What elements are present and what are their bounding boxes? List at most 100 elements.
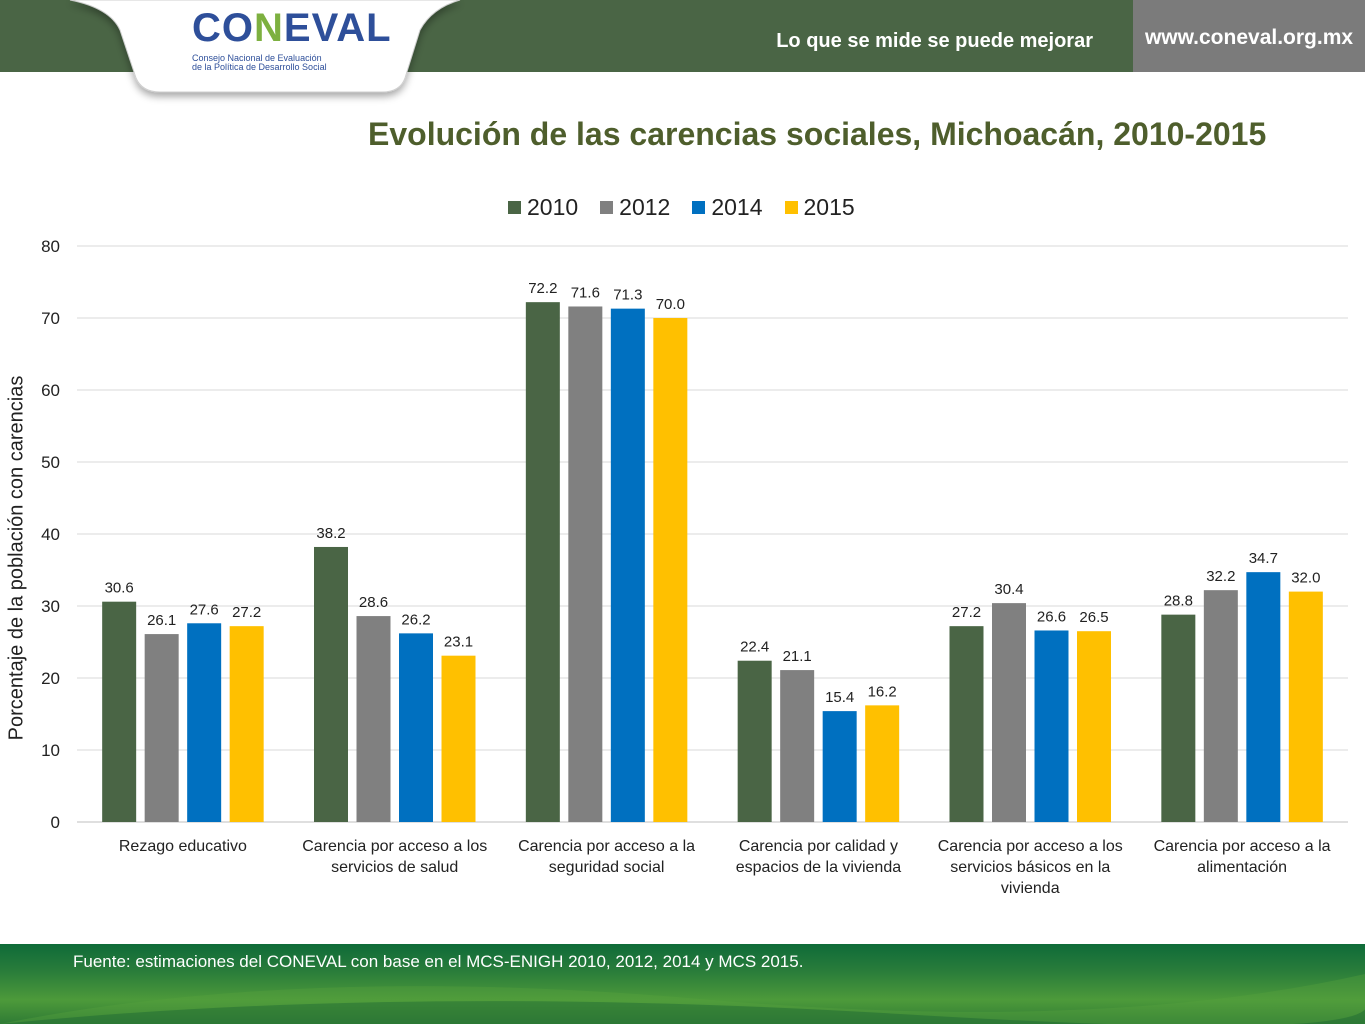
data-label: 28.6 — [359, 594, 388, 611]
footer-swoosh — [0, 974, 1365, 1024]
category-label-line: vivienda — [1001, 880, 1060, 897]
category-label-line: Carencia por acceso a los — [938, 838, 1123, 855]
data-label: 26.1 — [147, 612, 176, 629]
bar-2012 — [1203, 590, 1238, 822]
category-label-line: espacios de la vivienda — [736, 859, 902, 876]
legend-swatch — [600, 201, 614, 214]
y-tick-label: 50 — [41, 453, 60, 472]
y-tick-label: 40 — [41, 525, 60, 544]
data-label: 71.3 — [613, 287, 642, 304]
bar-2014 — [187, 623, 222, 822]
category-label: Rezago educativo — [119, 838, 247, 855]
category-label-line: seguridad social — [549, 859, 665, 876]
data-label: 21.1 — [783, 648, 812, 665]
chart-legend: 2010 2012 2014 2015 — [508, 194, 877, 224]
data-label: 30.6 — [105, 580, 134, 597]
logo-subtitle-line-1: Consejo Nacional de Evaluación — [192, 53, 322, 63]
footer-bar: Fuente: estimaciones del CONEVAL con bas… — [0, 944, 1365, 1024]
data-label: 27.2 — [952, 604, 981, 621]
category-label: Carencia por acceso a la alimentación — [1154, 838, 1331, 876]
category-label-line: servicios de salud — [331, 859, 458, 876]
category-label-line: Carencia por acceso a la — [1154, 838, 1331, 855]
bar-2012 — [144, 634, 179, 822]
category-label: Carencia por acceso a la seguridad social — [518, 838, 695, 876]
data-label: 22.4 — [740, 639, 769, 656]
data-label: 26.6 — [1037, 608, 1066, 625]
data-label: 38.2 — [316, 525, 345, 542]
y-tick-label: 30 — [41, 597, 60, 616]
category-label-line: Rezago educativo — [119, 838, 247, 855]
bar-2014 — [822, 711, 857, 822]
y-tick-label: 80 — [41, 237, 60, 256]
data-label: 71.6 — [571, 284, 600, 301]
category-label: Carencia por acceso a los servicios básic… — [938, 838, 1123, 897]
coneval-logo[interactable]: CONEVAL — [192, 6, 392, 50]
legend-swatch — [508, 201, 521, 214]
bar-2010 — [102, 601, 137, 822]
y-tick-label: 20 — [41, 669, 60, 688]
bar-2015 — [441, 655, 476, 822]
y-tick-label: 70 — [41, 309, 60, 328]
bar-2015 — [229, 626, 264, 822]
data-label: 26.2 — [401, 611, 430, 628]
bar-2015 — [653, 318, 688, 822]
bar-chart: 0 10 20 30 40 50 60 70 80 30.6 26.1 27.6 27.2 Rezago … — [41, 237, 1348, 897]
legend-item-2015: 2015 — [784, 194, 855, 221]
bar-2014 — [1246, 572, 1281, 822]
data-label: 27.2 — [232, 604, 261, 621]
bar-2015 — [1288, 591, 1323, 822]
y-tick-label: 60 — [41, 381, 60, 400]
legend-label: 2014 — [711, 194, 763, 220]
website-url[interactable]: www.coneval.org.mx — [1144, 26, 1354, 49]
chart-title: Evolución de las carencias sociales, Mic… — [368, 116, 1267, 152]
bar-2010 — [314, 546, 348, 822]
slogan: Lo que se mide se puede mejorar — [776, 30, 1093, 52]
category-label-line: servicios básicos en la — [950, 859, 1110, 876]
bar-2010 — [737, 660, 772, 822]
y-tick-label: 0 — [51, 813, 60, 832]
bar-2014 — [399, 633, 433, 822]
legend-item-2014: 2014 — [692, 194, 763, 221]
category-label-line: Carencia por acceso a la — [518, 838, 695, 855]
y-tick-label: 10 — [41, 741, 60, 760]
bar-2012 — [568, 306, 603, 823]
bar-2015 — [1077, 631, 1111, 822]
data-label: 26.5 — [1079, 609, 1108, 626]
data-label: 27.6 — [190, 601, 219, 618]
url-box: www.coneval.org.mx — [1133, 0, 1365, 72]
data-label: 34.7 — [1249, 550, 1278, 567]
data-label: 32.0 — [1291, 570, 1320, 587]
legend-swatch — [692, 201, 706, 214]
legend-label: 2010 — [527, 194, 579, 220]
data-label: 16.2 — [868, 683, 897, 700]
bar-2012 — [992, 603, 1026, 822]
data-label: 15.4 — [825, 689, 854, 706]
legend-item-2010: 2010 — [508, 194, 578, 221]
data-label: 32.2 — [1206, 568, 1235, 585]
category-label: Carencia por calidad y espacios de la viv… — [736, 838, 902, 876]
category-label-line: alimentación — [1197, 859, 1287, 876]
data-label: 72.2 — [528, 280, 557, 297]
category-label-line: Carencia por calidad y — [739, 838, 898, 855]
bar-2015 — [865, 705, 900, 822]
logo-subtitle-line-2: de la Política de Desarrollo Social — [192, 62, 327, 72]
data-label: 28.8 — [1164, 593, 1193, 610]
bar-2010 — [525, 302, 560, 822]
data-label: 70.0 — [656, 296, 685, 313]
bar-2014 — [610, 308, 645, 822]
category-label: Carencia por acceso a los servicios de sa… — [302, 838, 487, 876]
bar-2014 — [1034, 630, 1069, 822]
legend-label: 2015 — [803, 194, 855, 220]
source-note: Fuente: estimaciones del CONEVAL con bas… — [73, 952, 804, 971]
bar-2010 — [1161, 614, 1196, 822]
bar-2012 — [780, 670, 815, 822]
legend-label: 2012 — [619, 194, 671, 220]
data-label: 23.1 — [444, 634, 473, 651]
bar-2010 — [949, 626, 984, 822]
legend-item-2012: 2012 — [600, 194, 670, 221]
category-label-line: Carencia por acceso a los — [302, 838, 487, 855]
legend-swatch — [784, 201, 798, 214]
logo-tab — [69, 0, 461, 93]
data-label: 30.4 — [994, 581, 1023, 598]
bar-2012 — [356, 616, 391, 822]
